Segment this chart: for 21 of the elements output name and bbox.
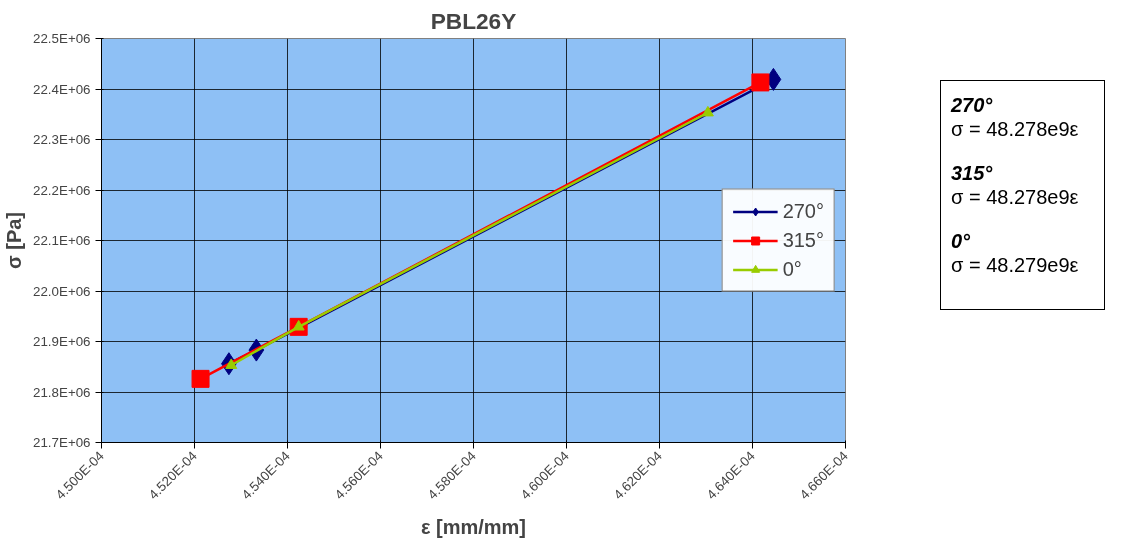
y-tick-label: 21.7E+06 — [33, 435, 91, 450]
text: 315° — [951, 161, 994, 185]
y-tick-label: 22.1E+06 — [33, 233, 91, 248]
y-tick-label: 22.2E+06 — [33, 182, 91, 198]
chart-title: PBL26Y — [430, 7, 517, 34]
legend-label: 0° — [782, 257, 803, 281]
y-tick-label: 22.3E+06 — [33, 132, 91, 147]
y-tick-label: 22.0E+06 — [33, 283, 91, 299]
legend-label: 315° — [782, 228, 824, 252]
y-tick-label: 21.8E+06 — [33, 384, 91, 400]
text: σ = 48.278e9ε — [951, 185, 1080, 209]
y-tick-label: 22.4E+06 — [33, 81, 91, 97]
text: 0° — [951, 229, 972, 253]
text: 270° — [951, 93, 994, 117]
x-axis-title: ε [mm/mm] — [420, 515, 527, 538]
y-tick-label: 22.5E+06 — [33, 31, 91, 46]
y-tick-label: 21.9E+06 — [33, 334, 91, 349]
text: σ = 48.278e9ε — [951, 117, 1080, 141]
legend-label: 270° — [782, 199, 824, 223]
y-axis-title: σ [Pa] — [3, 211, 26, 270]
text: σ = 48.279e9ε — [951, 253, 1080, 277]
